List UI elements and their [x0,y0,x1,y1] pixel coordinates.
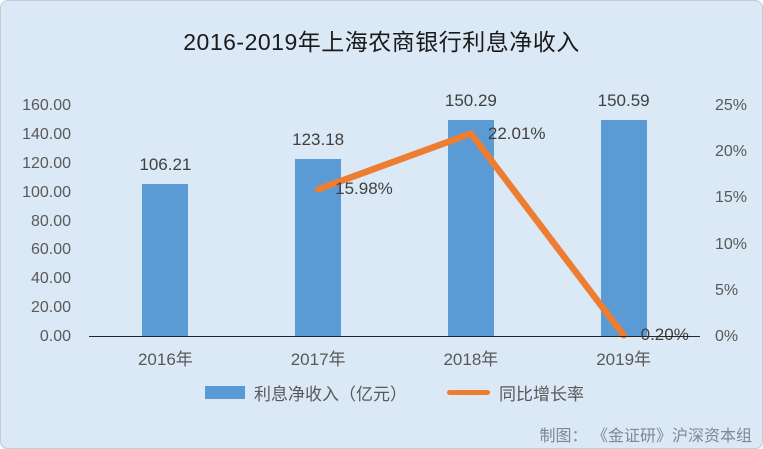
category-label: 2018年 [443,350,499,369]
line-value-label: 15.98% [335,179,393,199]
left-axis-tick: 40.00 [30,270,71,288]
line-value-label: 22.01% [487,123,546,143]
left-axis-tick: 140.00 [22,125,71,143]
right-axis-tick: 25% [715,97,748,114]
right-axis-tick: 10% [715,235,748,253]
bar [142,183,189,337]
bar [447,120,494,337]
left-axis-tick: 160.00 [22,97,71,114]
bar-value-label: 123.18 [292,130,345,150]
legend-line-label: 同比增长率 [499,384,584,404]
category-label: 2019年 [596,350,652,369]
bar-series-swatch-icon [205,385,245,399]
x-axis-line [89,336,700,338]
category-label: 2017年 [290,350,346,369]
right-axis-tick: 5% [715,281,739,299]
bar-value-label: 150.29 [444,91,497,111]
legend-item-line: 同比增长率 [447,380,584,405]
footer-credit: 制图： 《金证研》沪深资本组 [539,428,752,445]
left-axis-tick: 0.00 [39,328,71,345]
bar [600,119,647,337]
legend: 利息净收入（亿元） 同比增长率 [89,380,700,405]
right-axis-tick: 20% [715,143,748,161]
left-axis-tick: 100.00 [22,183,71,201]
right-axis-tick: 0% [715,328,739,345]
line-series-swatch-icon [447,389,490,395]
left-axis-tick: 120.00 [22,154,71,172]
left-axis-tick: 80.00 [30,212,71,230]
legend-item-bar: 利息净收入（亿元） [205,380,407,405]
category-label: 2016年 [137,350,193,369]
page-title: 2016-2019年上海农商银行利息净收入 [183,29,580,55]
right-axis-tick: 15% [715,189,748,207]
left-axis-tick: 60.00 [30,241,71,259]
bar-value-label: 106.21 [139,154,192,174]
legend-bar-label: 利息净收入（亿元） [254,384,407,404]
line-value-label: 0.20% [640,325,689,345]
left-axis-tick: 20.00 [30,299,71,317]
bar-value-label: 150.59 [597,90,650,110]
